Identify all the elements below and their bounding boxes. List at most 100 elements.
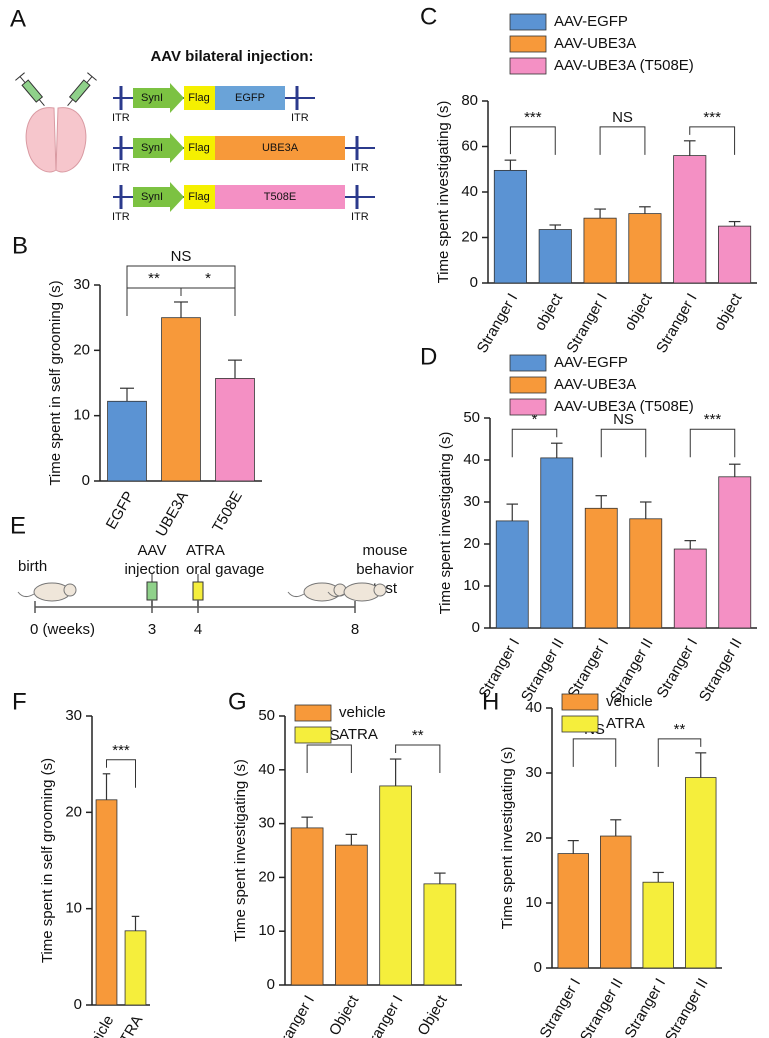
x-tick-label: Stranger I — [563, 290, 611, 356]
x-tick-label: Stranger II — [662, 975, 712, 1038]
y-tick-label: 40 — [461, 183, 478, 200]
legend-swatch — [509, 354, 547, 372]
mouse-tail — [287, 591, 305, 598]
y-axis-label: Time spent investigating (s) — [435, 101, 452, 284]
y-tick-label: 10 — [73, 407, 90, 424]
y-tick-label: 0 — [534, 959, 542, 976]
significance-label: NS — [613, 411, 634, 428]
construct-title: AAV bilateral injection: — [150, 48, 313, 65]
y-tick-label: 50 — [258, 707, 275, 724]
significance-label: ** — [148, 270, 160, 287]
x-tick-label: UBE3A — [153, 488, 192, 539]
panel-letter: A — [10, 5, 26, 32]
x-tick-label: Stranger I — [270, 992, 318, 1038]
legend-swatch — [561, 715, 599, 733]
y-tick-label: 20 — [461, 228, 478, 245]
significance-bracket — [511, 428, 558, 458]
significance-bracket — [306, 744, 352, 774]
y-tick-label: 10 — [258, 922, 275, 939]
legend-swatch — [509, 398, 547, 416]
x-tick-label: Stranger I — [536, 975, 584, 1038]
promoter-label: SynI — [141, 92, 163, 104]
bar — [538, 229, 572, 284]
bar — [642, 881, 674, 969]
bar — [673, 548, 707, 629]
x-tick-label: object — [531, 290, 566, 334]
panel-letter: E — [10, 512, 26, 539]
itr-label: ITR — [291, 112, 309, 124]
bar — [493, 169, 527, 284]
y-tick-label: 30 — [463, 493, 480, 510]
bar — [423, 883, 457, 986]
significance-label: * — [205, 270, 211, 287]
event-label: oral gavage — [186, 561, 264, 578]
x-tick-label: Stranger I — [359, 992, 407, 1038]
y-tick-label: 30 — [525, 764, 542, 781]
tag-box — [184, 136, 215, 160]
bar — [557, 853, 589, 969]
y-tick-label: 20 — [525, 829, 542, 846]
legend-swatch — [509, 13, 547, 31]
x-tick-label: Stranger I — [621, 975, 669, 1038]
bar — [379, 785, 412, 986]
x-tick-label: Stranger I — [653, 635, 701, 701]
x-tick-label: T508E — [209, 488, 246, 535]
bar — [95, 799, 118, 1006]
gene-box — [215, 185, 345, 209]
bar — [161, 317, 201, 482]
mouse-icon — [17, 582, 77, 602]
x-tick-label: vehicle — [79, 1012, 117, 1038]
mouse-head — [373, 583, 387, 597]
significance-bracket — [509, 126, 556, 155]
bar — [495, 520, 529, 629]
significance-label: *** — [112, 742, 130, 759]
itr-label: ITR — [351, 211, 369, 223]
y-tick-label: 0 — [74, 996, 82, 1013]
bar — [584, 507, 618, 629]
bar — [583, 217, 617, 284]
significance-label: *** — [703, 109, 721, 126]
bar — [107, 400, 147, 482]
mouse-tail — [17, 591, 35, 598]
x-tick-label: Stranger I — [474, 290, 522, 356]
panel-letter: B — [12, 232, 28, 259]
legend-label: vehicle — [606, 693, 653, 710]
legend-label: ATRA — [339, 726, 378, 743]
y-tick-label: 0 — [472, 619, 480, 636]
y-tick-label: 30 — [73, 276, 90, 293]
legend-swatch — [509, 376, 547, 394]
mouse-icon — [287, 582, 347, 602]
x-tick-label: Stranger II — [696, 635, 746, 704]
significance-label: *** — [524, 109, 542, 126]
y-tick-label: 40 — [463, 451, 480, 468]
event-label: birth — [18, 558, 47, 575]
significance-bracket — [657, 738, 702, 767]
significance-bracket — [572, 738, 617, 767]
y-tick-label: 40 — [525, 699, 542, 716]
legend-label: AAV-UBE3A (T508E) — [554, 398, 694, 415]
gene-box — [215, 86, 285, 110]
y-tick-label: 0 — [267, 976, 275, 993]
significance-bracket — [689, 428, 736, 458]
event-label: injection — [124, 561, 179, 578]
y-axis-label: Time spent investigating (s) — [232, 759, 249, 942]
x-tick-label: ATRA — [112, 1012, 146, 1038]
tag-label: Flag — [188, 142, 209, 154]
y-tick-label: 10 — [463, 577, 480, 594]
legend-label: ATRA — [606, 715, 645, 732]
gene-box — [215, 136, 345, 160]
bar — [685, 777, 717, 969]
gene-label: UBE3A — [262, 142, 299, 154]
significance-label: ** — [412, 727, 424, 744]
significance-label: ** — [674, 721, 686, 738]
y-tick-label: 20 — [73, 341, 90, 358]
legend-label: AAV-UBE3A — [554, 35, 636, 52]
y-axis-label: Time spent investigating (s) — [437, 432, 454, 615]
bar — [124, 930, 147, 1006]
significance-bracket — [180, 287, 236, 316]
itr-label: ITR — [112, 112, 130, 124]
x-tick-label: Object — [326, 992, 363, 1038]
y-tick-label: 20 — [258, 868, 275, 885]
bar — [335, 844, 368, 986]
y-tick-label: 40 — [258, 761, 275, 778]
